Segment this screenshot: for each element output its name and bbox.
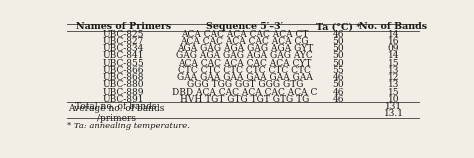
Text: 50: 50 [333, 37, 344, 46]
Text: UBC-841: UBC-841 [103, 51, 144, 60]
Text: 46: 46 [333, 73, 344, 82]
Text: 15: 15 [388, 88, 400, 97]
Text: 46: 46 [333, 30, 344, 39]
Text: UBC-855: UBC-855 [103, 59, 145, 68]
Text: AGA GAG AGA GAG AGA GYT: AGA GAG AGA GAG AGA GYT [177, 44, 313, 53]
Text: 16: 16 [388, 37, 399, 46]
Text: ACA CAC ACA CAC ACA CT: ACA CAC ACA CAC ACA CT [181, 30, 309, 39]
Text: 12: 12 [388, 73, 399, 82]
Text: Sequence 5′–3′: Sequence 5′–3′ [206, 22, 283, 31]
Text: GGG TGG GGT GGG GTG: GGG TGG GGT GGG GTG [186, 80, 303, 89]
Text: 50: 50 [333, 59, 344, 68]
Text: 50: 50 [333, 80, 344, 89]
Text: Ta (°C) *: Ta (°C) * [316, 22, 361, 31]
Text: GAG AGA GAG AGA GAG AYC: GAG AGA GAG AGA GAG AYC [176, 51, 313, 60]
Text: UBC-834: UBC-834 [103, 44, 144, 53]
Text: 13: 13 [388, 80, 399, 89]
Text: ACA CAC ACA CAC ACA CG: ACA CAC ACA CAC ACA CG [181, 37, 309, 46]
Text: No. of Bands: No. of Bands [359, 22, 428, 31]
Text: * Ta: annealing temperature.: * Ta: annealing temperature. [66, 122, 190, 130]
Text: UBC-866: UBC-866 [103, 66, 144, 75]
Text: UBC-891: UBC-891 [103, 95, 144, 104]
Text: CTC CTC CTC CTC CTC CTC: CTC CTC CTC CTC CTC CTC [178, 66, 311, 75]
Text: UBC-889: UBC-889 [103, 88, 144, 97]
Text: GAA GAA GAA GAA GAA GAA: GAA GAA GAA GAA GAA GAA [177, 73, 313, 82]
Text: 10: 10 [388, 95, 399, 104]
Text: 46: 46 [333, 95, 344, 104]
Text: UBC-827: UBC-827 [103, 37, 144, 46]
Text: 14: 14 [388, 51, 399, 60]
Text: HVH TGT GTG TGT GTG TG: HVH TGT GTG TGT GTG TG [180, 95, 310, 104]
Text: 50: 50 [333, 51, 344, 60]
Text: ACA CAC ACA CAC ACA CYT: ACA CAC ACA CAC ACA CYT [178, 59, 311, 68]
Text: Average no. of bands
/primers: Average no. of bands /primers [68, 104, 164, 123]
Text: 13: 13 [388, 66, 399, 75]
Text: 09: 09 [388, 44, 399, 53]
Text: 14: 14 [388, 30, 399, 39]
Text: 13.1: 13.1 [383, 109, 403, 118]
Text: DBD ACA CAC ACA CAC ACA C: DBD ACA CAC ACA CAC ACA C [172, 88, 318, 97]
Text: UBC-880: UBC-880 [103, 80, 144, 89]
Text: 46: 46 [333, 88, 344, 97]
Text: 15: 15 [388, 59, 400, 68]
Text: Names of Primers: Names of Primers [76, 22, 171, 31]
Text: 55: 55 [333, 66, 344, 75]
Text: UBC-825: UBC-825 [103, 30, 144, 39]
Text: Total no. of bands: Total no. of bands [75, 102, 157, 111]
Text: 50: 50 [333, 44, 344, 53]
Text: 131: 131 [385, 102, 402, 111]
Text: UBC-868: UBC-868 [103, 73, 144, 82]
